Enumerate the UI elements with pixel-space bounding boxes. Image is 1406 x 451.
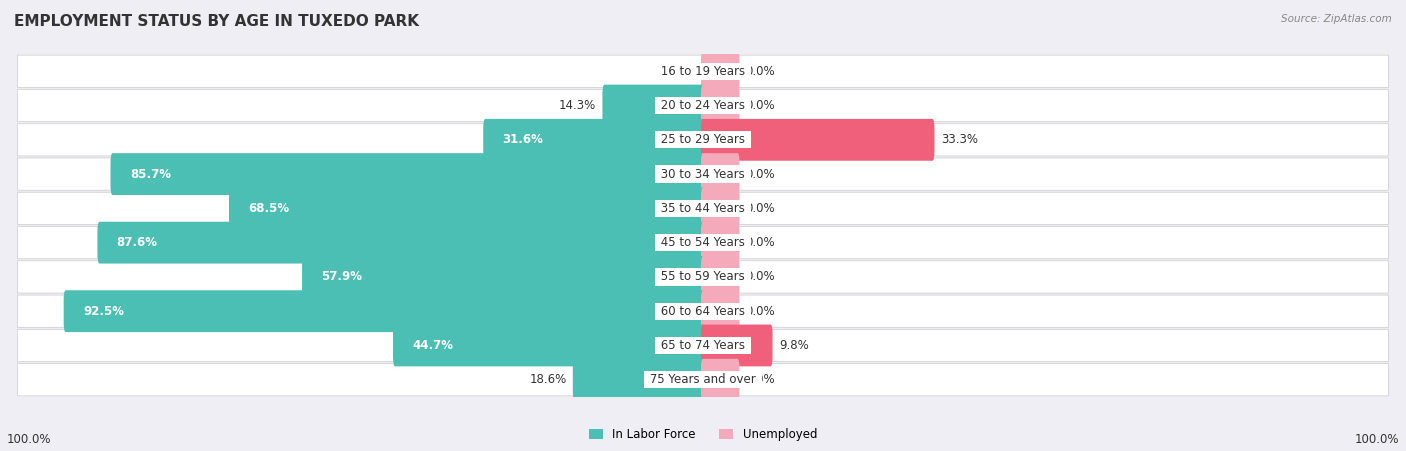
Legend: In Labor Force, Unemployed: In Labor Force, Unemployed (583, 423, 823, 446)
FancyBboxPatch shape (302, 256, 704, 298)
FancyBboxPatch shape (702, 290, 740, 332)
Text: 0.0%: 0.0% (745, 65, 775, 78)
FancyBboxPatch shape (63, 290, 704, 332)
Text: 0.0%: 0.0% (745, 99, 775, 112)
Text: 55 to 59 Years: 55 to 59 Years (657, 271, 749, 283)
Text: 44.7%: 44.7% (412, 339, 453, 352)
FancyBboxPatch shape (702, 359, 740, 400)
Text: 0.0%: 0.0% (745, 168, 775, 180)
Text: 92.5%: 92.5% (83, 305, 124, 318)
FancyBboxPatch shape (602, 85, 704, 126)
Text: 85.7%: 85.7% (129, 168, 170, 180)
FancyBboxPatch shape (17, 295, 1389, 327)
FancyBboxPatch shape (702, 222, 740, 263)
FancyBboxPatch shape (702, 188, 740, 229)
FancyBboxPatch shape (392, 325, 704, 366)
Text: 9.8%: 9.8% (779, 339, 808, 352)
FancyBboxPatch shape (17, 124, 1389, 156)
Text: 25 to 29 Years: 25 to 29 Years (657, 133, 749, 146)
Text: 18.6%: 18.6% (529, 373, 567, 386)
FancyBboxPatch shape (702, 51, 740, 92)
Text: 20 to 24 Years: 20 to 24 Years (657, 99, 749, 112)
Text: 0.0%: 0.0% (745, 236, 775, 249)
Text: 33.3%: 33.3% (941, 133, 977, 146)
FancyBboxPatch shape (229, 188, 704, 229)
Text: 16 to 19 Years: 16 to 19 Years (657, 65, 749, 78)
Text: Source: ZipAtlas.com: Source: ZipAtlas.com (1281, 14, 1392, 23)
Text: 75 Years and over: 75 Years and over (647, 373, 759, 386)
Text: 0.0%: 0.0% (664, 65, 693, 78)
FancyBboxPatch shape (17, 364, 1389, 396)
Text: EMPLOYMENT STATUS BY AGE IN TUXEDO PARK: EMPLOYMENT STATUS BY AGE IN TUXEDO PARK (14, 14, 419, 28)
FancyBboxPatch shape (17, 55, 1389, 87)
FancyBboxPatch shape (17, 226, 1389, 259)
FancyBboxPatch shape (572, 359, 704, 400)
FancyBboxPatch shape (17, 192, 1389, 225)
FancyBboxPatch shape (702, 85, 740, 126)
Text: 45 to 54 Years: 45 to 54 Years (657, 236, 749, 249)
Text: 30 to 34 Years: 30 to 34 Years (657, 168, 749, 180)
Text: 100.0%: 100.0% (7, 433, 52, 446)
FancyBboxPatch shape (484, 119, 704, 161)
Text: 0.0%: 0.0% (745, 202, 775, 215)
FancyBboxPatch shape (702, 325, 772, 366)
FancyBboxPatch shape (17, 158, 1389, 190)
FancyBboxPatch shape (702, 119, 935, 161)
Text: 65 to 74 Years: 65 to 74 Years (657, 339, 749, 352)
FancyBboxPatch shape (17, 89, 1389, 122)
Text: 0.0%: 0.0% (745, 373, 775, 386)
Text: 31.6%: 31.6% (502, 133, 543, 146)
Text: 87.6%: 87.6% (117, 236, 157, 249)
FancyBboxPatch shape (702, 153, 740, 195)
Text: 100.0%: 100.0% (1354, 433, 1399, 446)
FancyBboxPatch shape (17, 261, 1389, 293)
Text: 68.5%: 68.5% (249, 202, 290, 215)
FancyBboxPatch shape (702, 256, 740, 298)
Text: 14.3%: 14.3% (560, 99, 596, 112)
Text: 57.9%: 57.9% (322, 271, 363, 283)
FancyBboxPatch shape (111, 153, 704, 195)
Text: 35 to 44 Years: 35 to 44 Years (657, 202, 749, 215)
FancyBboxPatch shape (17, 329, 1389, 362)
FancyBboxPatch shape (97, 222, 704, 263)
Text: 0.0%: 0.0% (745, 305, 775, 318)
Text: 0.0%: 0.0% (745, 271, 775, 283)
Text: 60 to 64 Years: 60 to 64 Years (657, 305, 749, 318)
